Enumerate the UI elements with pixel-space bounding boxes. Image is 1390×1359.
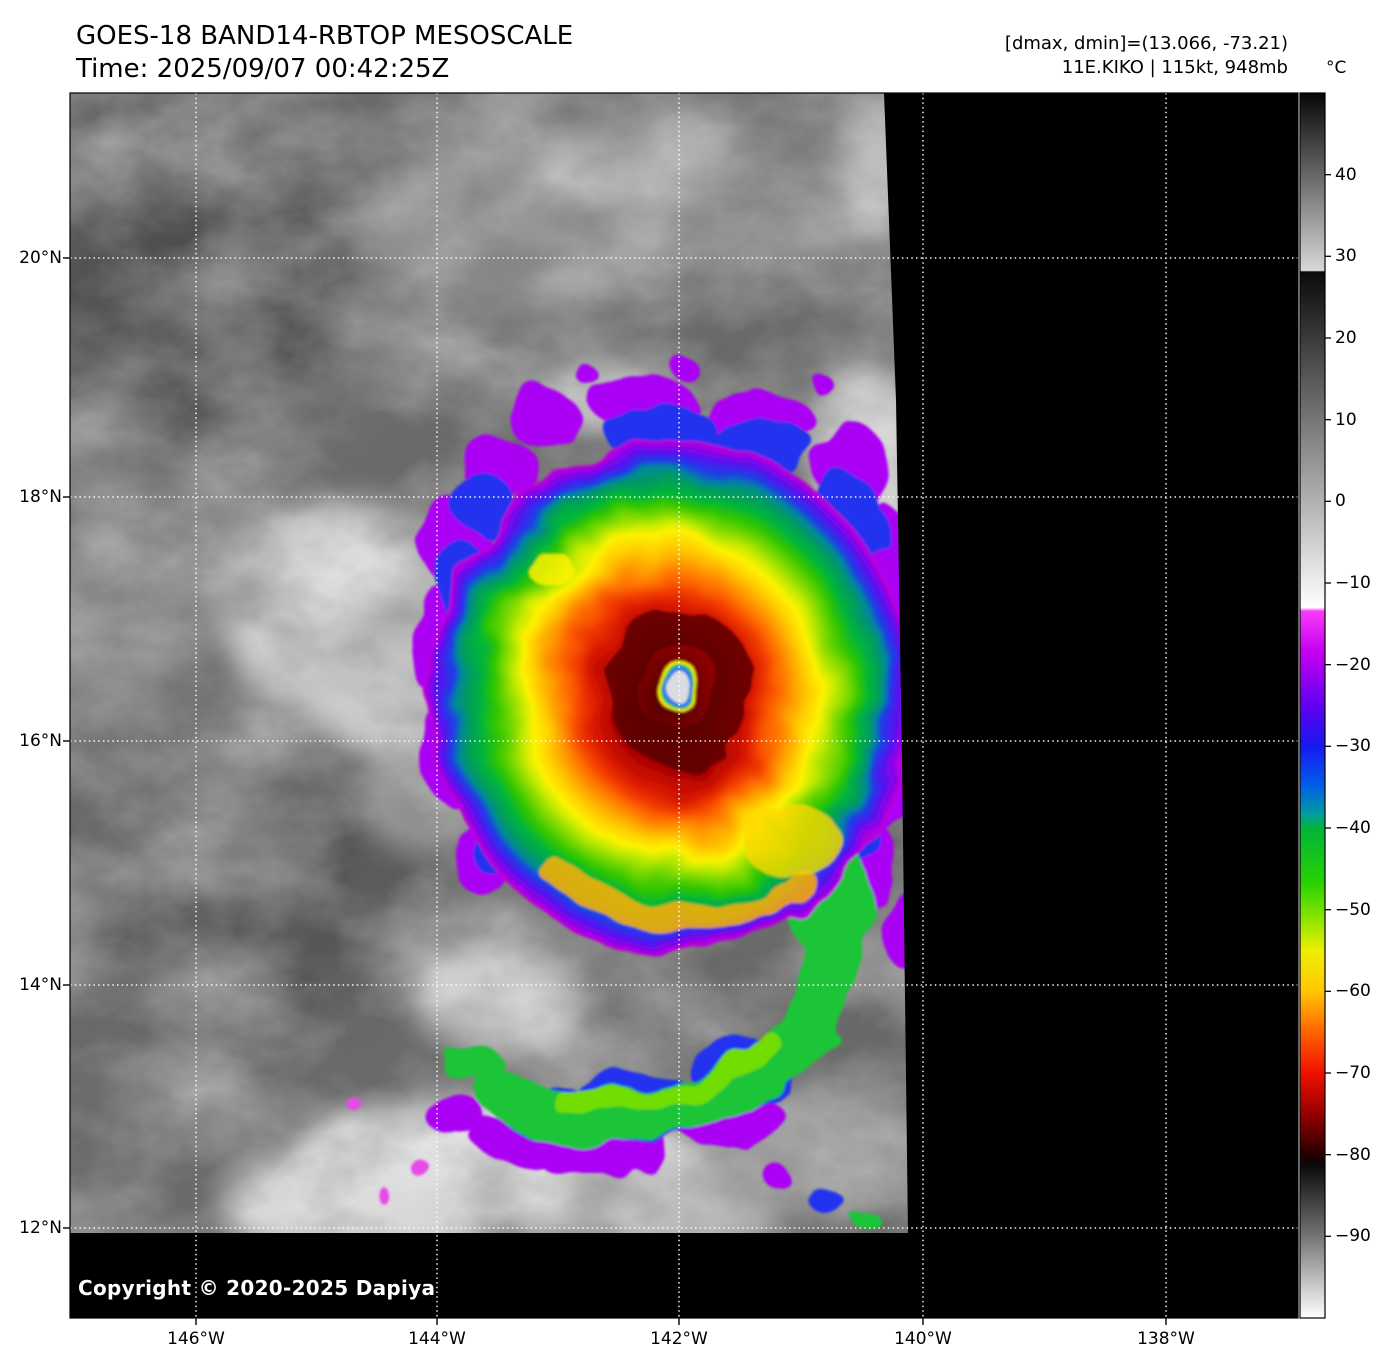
- cb-tick-40: 40: [1335, 165, 1357, 185]
- colorbar-gradient: [1299, 92, 1326, 1319]
- hurricane: [345, 356, 931, 1218]
- no-data-region: [70, 93, 1298, 1318]
- lat-label-16n: 16°N: [19, 731, 62, 751]
- cb-tick-30: 30: [1335, 246, 1357, 266]
- copyright-label: Copyright © 2020-2025 Dapiya: [78, 1276, 436, 1300]
- lat-label-12n: 12°N: [19, 1218, 62, 1238]
- cb-tick-n30: −30: [1335, 736, 1371, 756]
- cb-tick-n40: −40: [1335, 818, 1371, 838]
- page-title: GOES-18 BAND14-RBTOP MESOSCALE: [76, 21, 574, 51]
- lon-label-142w: 142°W: [650, 1329, 708, 1349]
- hurricane-eye: [655, 663, 703, 711]
- storm-info-label: 11E.KIKO | 115kt, 948mb: [1061, 57, 1288, 78]
- timestamp-label: Time: 2025/09/07 00:42:25Z: [76, 54, 450, 84]
- colorbar-unit-label: °C: [1326, 58, 1347, 78]
- lat-label-20n: 20°N: [19, 248, 62, 268]
- colorbar: [1299, 92, 1331, 1319]
- lon-label-138w: 138°W: [1137, 1329, 1195, 1349]
- plot-frame: [69, 92, 1299, 1319]
- cb-tick-20: 20: [1335, 328, 1357, 348]
- lon-label-146w: 146°W: [167, 1329, 225, 1349]
- lon-label-144w: 144°W: [408, 1329, 466, 1349]
- cb-tick-n60: −60: [1335, 981, 1371, 1001]
- lat-label-18n: 18°N: [19, 487, 62, 507]
- header-left: GOES-18 BAND14-RBTOP MESOSCALE Time: 202…: [76, 20, 573, 86]
- axis-ticks: [63, 257, 1167, 1325]
- cb-tick-n90: −90: [1335, 1226, 1371, 1246]
- cb-tick-n50: −50: [1335, 900, 1371, 920]
- lon-label-140w: 140°W: [894, 1329, 952, 1349]
- lat-label-14n: 14°N: [19, 975, 62, 995]
- dmax-dmin-label: [dmax, dmin]=(13.066, -73.21): [1004, 33, 1288, 54]
- map-area: [70, 93, 1298, 1318]
- cb-tick-10: 10: [1335, 410, 1357, 430]
- gridlines: [70, 93, 1298, 1318]
- colorbar-tick-marks: [1325, 174, 1331, 1237]
- cb-tick-0: 0: [1335, 491, 1346, 511]
- cb-tick-n80: −80: [1335, 1145, 1371, 1165]
- cb-tick-n70: −70: [1335, 1063, 1371, 1083]
- cb-tick-n10: −10: [1335, 573, 1371, 593]
- header-right: [dmax, dmin]=(13.066, -73.21) 11E.KIKO |…: [1005, 32, 1288, 80]
- cold-cloud-specks: [345, 1095, 429, 1199]
- cb-tick-n20: −20: [1335, 655, 1371, 675]
